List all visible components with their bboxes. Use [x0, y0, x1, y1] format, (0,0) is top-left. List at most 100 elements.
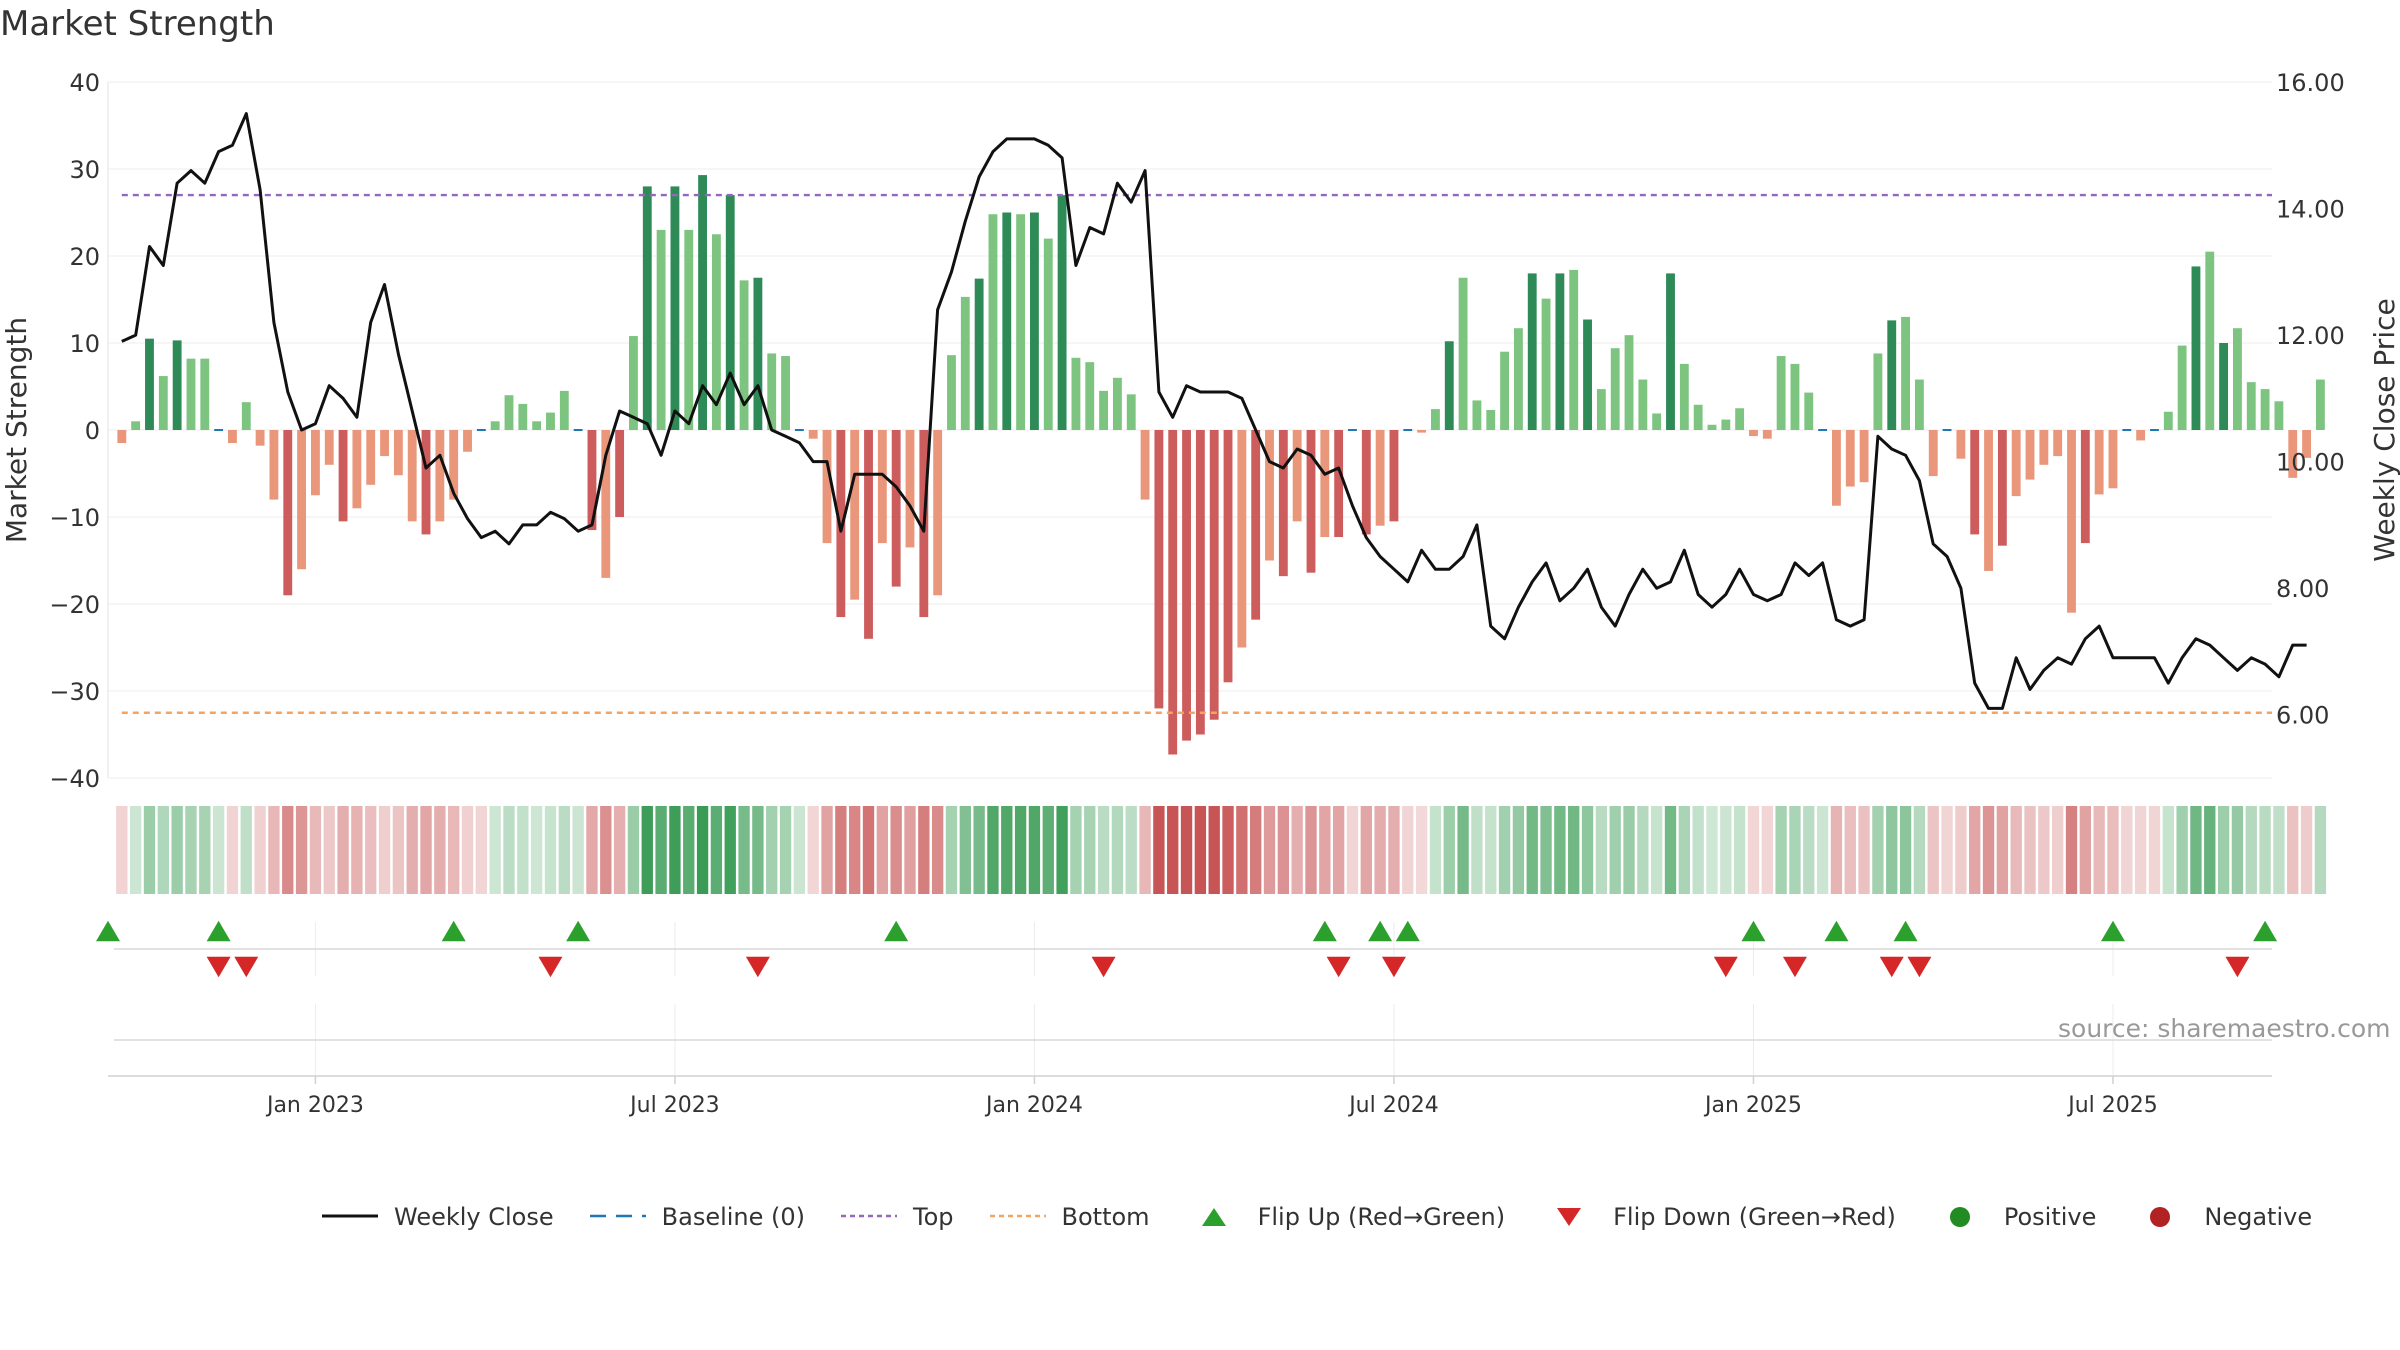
strip-cell: [1595, 806, 1608, 894]
strength-bar: [1721, 419, 1731, 430]
strip-cell: [945, 806, 958, 894]
strength-bar: [1749, 430, 1758, 437]
strip-cell: [1969, 806, 1981, 894]
strip-cell: [1346, 806, 1359, 894]
strip-cell: [779, 806, 792, 894]
strip-cell: [268, 806, 280, 894]
strip-cell: [143, 806, 156, 894]
legend-label: Positive: [2003, 1203, 2097, 1231]
strength-bar: [1541, 298, 1551, 430]
axes: −40 −30 −20 −10 0 10 20 30 40 6.00 8.00 10.00 12.00 1…: [0, 69, 2400, 793]
y2-tick-label: 8.00: [2276, 575, 2329, 603]
strength-bar: [1555, 273, 1565, 430]
strength-bar: [2219, 343, 2229, 430]
strength-bar: [158, 376, 168, 430]
strip-cell: [1830, 806, 1843, 894]
strength-bar: [767, 353, 777, 430]
strip-cell: [1042, 806, 1054, 894]
flip-down-marker: [1879, 956, 1904, 978]
x-tick-label: Jul 2025: [2066, 1093, 2158, 1118]
strip-cell: [2024, 806, 2036, 894]
strip-cell: [1526, 806, 1538, 894]
strength-bar: [1472, 400, 1482, 430]
strength-bar: [1486, 409, 1496, 430]
strip-cell: [129, 806, 142, 894]
strength-bar: [1306, 430, 1316, 573]
strength-bars: [117, 175, 2325, 755]
flip-up-marker: [206, 920, 231, 942]
strength-bar: [1417, 430, 1427, 433]
strip-cell: [766, 806, 778, 894]
strip-cell: [530, 806, 543, 894]
flip-up-marker: [566, 920, 591, 942]
strength-bar: [1168, 430, 1178, 755]
strip-cell: [1927, 806, 1939, 894]
strip-cell: [2093, 806, 2105, 894]
strength-bar: [2136, 430, 2146, 441]
legend-label: Negative: [2204, 1203, 2313, 1231]
strength-bar: [670, 186, 680, 430]
strength-bar: [2191, 266, 2201, 430]
strip-cell: [1001, 806, 1013, 894]
strength-bar: [988, 214, 998, 430]
strip-cell: [2273, 806, 2285, 894]
strength-bar: [1209, 430, 1219, 720]
y2-tick-label: 16.00: [2276, 69, 2345, 97]
strength-bar: [2108, 430, 2118, 489]
flip-down-marker: [1381, 956, 1406, 978]
strip-cell: [931, 806, 944, 894]
strength-bar: [1735, 408, 1745, 430]
strength-bar: [338, 430, 348, 522]
legend-swatch-down-icon: [1557, 1208, 1582, 1226]
strength-bar: [739, 280, 749, 430]
strength-bar: [1666, 273, 1675, 430]
strip-cell: [1803, 806, 1815, 894]
legend-label: Baseline (0): [661, 1203, 806, 1231]
strength-bar: [947, 355, 956, 430]
strip-cell: [2287, 806, 2299, 894]
strength-bar: [1762, 430, 1772, 439]
strength-bar: [2246, 382, 2256, 430]
flip-down-marker: [2225, 956, 2250, 978]
flip-up-marker: [1824, 920, 1849, 942]
legend-label: Flip Down (Green→Red): [1613, 1203, 1896, 1231]
strip-cell: [1651, 806, 1663, 894]
strength-bar: [1513, 328, 1523, 430]
strength-bar: [200, 358, 210, 430]
y-tick-label: 0: [85, 417, 100, 445]
strip-cell: [1485, 806, 1497, 894]
strength-bar: [504, 395, 514, 430]
strength-bar: [1679, 363, 1689, 430]
strip-cell: [1250, 806, 1262, 894]
strip-cell: [1111, 806, 1124, 894]
strip-cell: [1084, 806, 1096, 894]
strength-bar: [2163, 411, 2173, 430]
strength-bar: [463, 430, 472, 452]
strip-cell: [517, 806, 529, 894]
legend-item-top: Top: [839, 1203, 954, 1231]
strip-cell: [1498, 806, 1511, 894]
strength-bar: [1237, 430, 1247, 648]
strip-cell: [1332, 806, 1345, 894]
legend-item-up: Flip Up (Red→Green): [1184, 1203, 1505, 1231]
strip-cell: [752, 806, 764, 894]
flip-up-marker: [1312, 920, 1337, 942]
strip-cell: [503, 806, 515, 894]
flip-down-marker: [206, 956, 231, 978]
strip-cell: [1014, 806, 1027, 894]
legend-label: Top: [913, 1203, 954, 1231]
strength-bar: [974, 278, 984, 430]
strip-cell: [1167, 806, 1179, 894]
strength-bar: [587, 430, 597, 531]
strength-bar: [228, 430, 237, 444]
regime-strip: [116, 806, 2327, 894]
strength-bar: [532, 421, 542, 430]
strip-cell: [378, 806, 391, 894]
strip-cell: [2134, 806, 2147, 894]
y-tick-label: −30: [49, 678, 100, 706]
strength-bar: [1030, 212, 1039, 430]
strength-bar: [2080, 430, 2090, 544]
strength-bar: [864, 430, 873, 639]
strip-cell: [1236, 806, 1248, 894]
